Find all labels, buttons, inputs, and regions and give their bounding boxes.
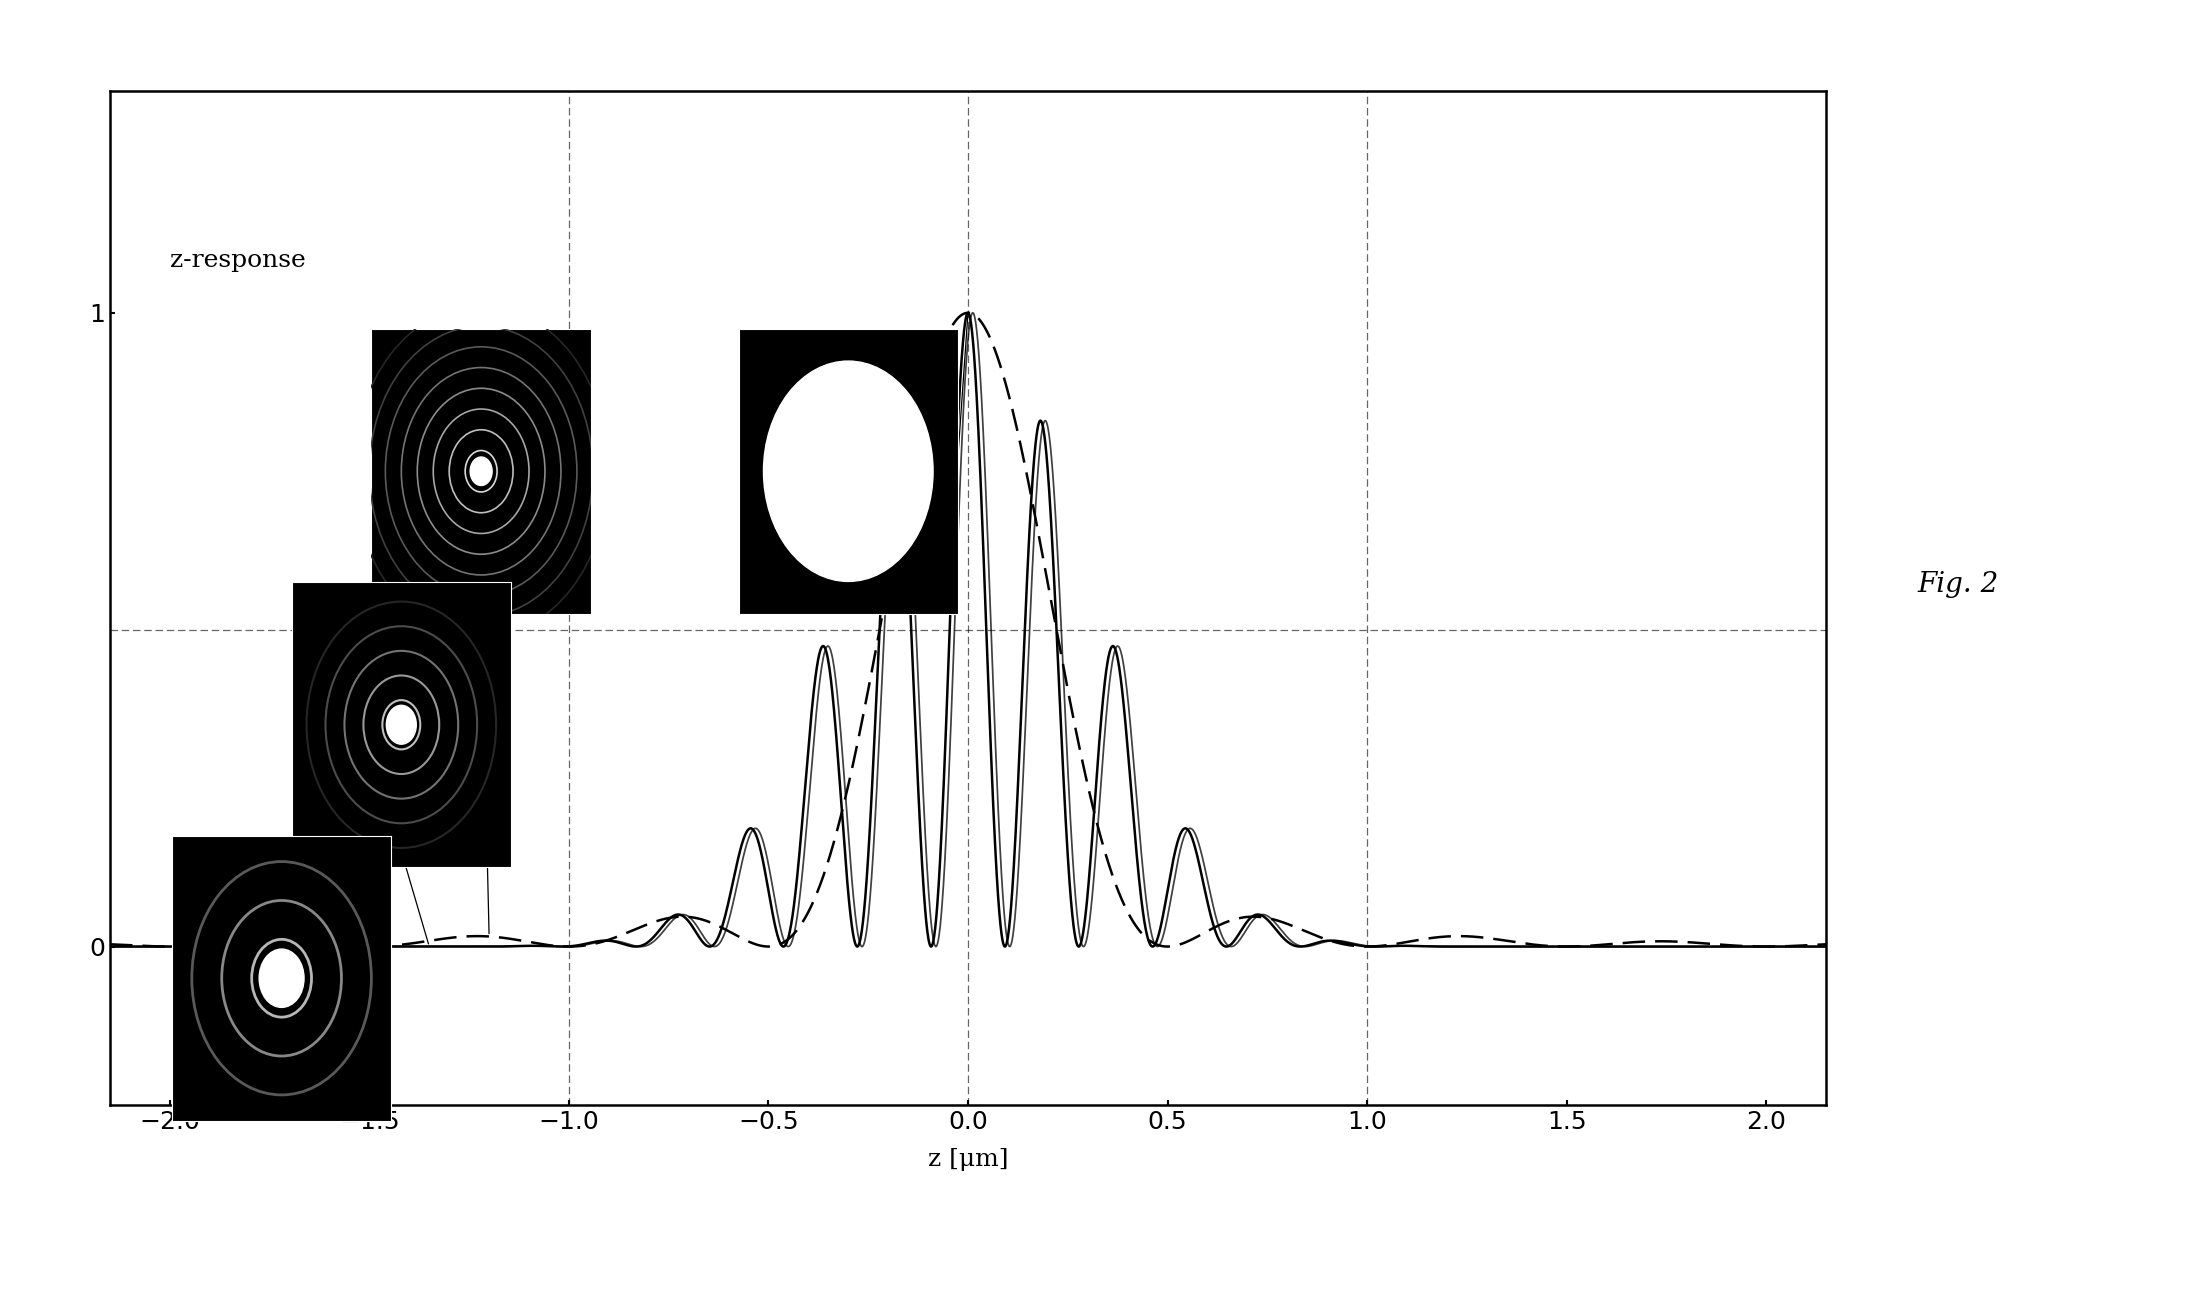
Text: z-response: z-response bbox=[169, 250, 306, 273]
Ellipse shape bbox=[260, 949, 304, 1008]
Ellipse shape bbox=[387, 706, 416, 744]
Ellipse shape bbox=[471, 458, 493, 485]
Ellipse shape bbox=[763, 361, 933, 581]
Text: Fig. 2: Fig. 2 bbox=[1918, 572, 1998, 598]
X-axis label: z [μm]: z [μm] bbox=[928, 1148, 1008, 1171]
